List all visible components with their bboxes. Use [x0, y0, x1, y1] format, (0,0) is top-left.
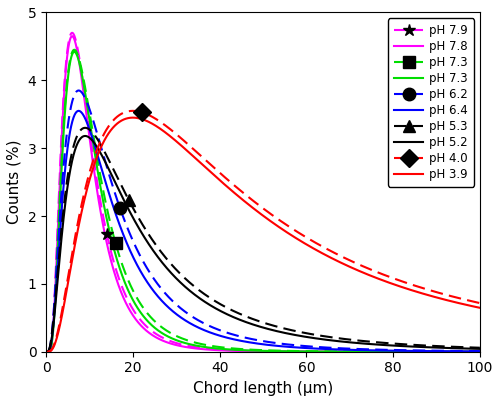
X-axis label: Chord length (μm): Chord length (μm)	[193, 381, 333, 396]
Y-axis label: Counts (%): Counts (%)	[7, 140, 22, 224]
Legend: pH 7.9, pH 7.8, pH 7.3, pH 7.3, pH 6.2, pH 6.4, pH 5.3, pH 5.2, pH 4.0, pH 3.9: pH 7.9, pH 7.8, pH 7.3, pH 7.3, pH 6.2, …	[388, 19, 474, 187]
